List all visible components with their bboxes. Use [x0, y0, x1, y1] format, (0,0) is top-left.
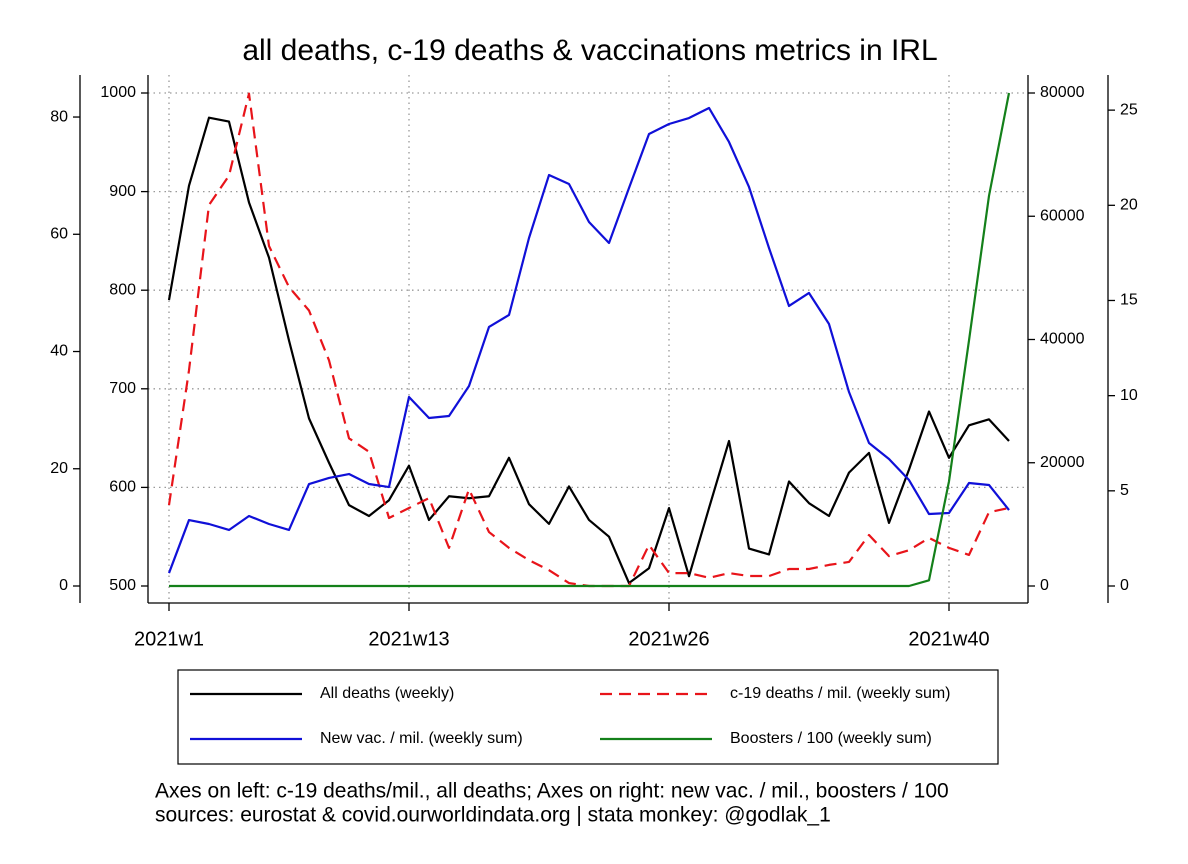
legend-label: c-19 deaths / mil. (weekly sum): [730, 685, 951, 702]
y-tick-label: 900: [109, 183, 136, 200]
y-tick-label: 500: [109, 577, 136, 594]
y-tick-label: 1000: [100, 84, 136, 101]
chart-title: all deaths, c-19 deaths & vaccinations m…: [242, 34, 937, 67]
y-tick-label: 40: [50, 343, 68, 360]
y-tick-label: 800: [109, 281, 136, 298]
y-tick-label: 80: [50, 108, 68, 125]
y-tick-label: 15: [1120, 292, 1138, 309]
y-tick-label: 40000: [1040, 331, 1085, 348]
legend-label: All deaths (weekly): [320, 685, 454, 702]
y-tick-label: 5: [1120, 482, 1129, 499]
x-tick-label: 2021w26: [628, 628, 709, 650]
series-line: [167, 92, 1010, 588]
y-tick-label: 0: [1120, 577, 1129, 594]
x-tick-label: 2021w1: [134, 628, 204, 650]
y-tick-label: 0: [1040, 577, 1049, 594]
y-tick-label: 700: [109, 380, 136, 397]
series-line: [169, 92, 1011, 588]
legend-label: Boosters / 100 (weekly sum): [730, 730, 932, 747]
y-tick-label: 10: [1120, 387, 1138, 404]
y-tick-label: 20000: [1040, 454, 1085, 471]
y-tick-label: 60: [50, 225, 68, 242]
y-tick-label: 80000: [1040, 84, 1085, 101]
y-tick-label: 20: [1120, 197, 1138, 214]
y-tick-label: 600: [109, 479, 136, 496]
y-tick-label: 60000: [1040, 207, 1085, 224]
legend-box: [177, 669, 999, 765]
x-tick-label: 2021w13: [368, 628, 449, 650]
footnote: Axes on left: c-19 deaths/mil., all deat…: [155, 780, 949, 803]
series-line: [167, 116, 1010, 585]
legend-label: New vac. / mil. (weekly sum): [320, 730, 523, 747]
y-tick-label: 0: [59, 577, 68, 594]
y-tick-label: 20: [50, 460, 68, 477]
y-tick-label: 25: [1120, 101, 1138, 118]
x-tick-label: 2021w40: [908, 628, 989, 650]
series-line: [167, 106, 1010, 574]
footnote: sources: eurostat & covid.ourworldindata…: [155, 804, 831, 827]
